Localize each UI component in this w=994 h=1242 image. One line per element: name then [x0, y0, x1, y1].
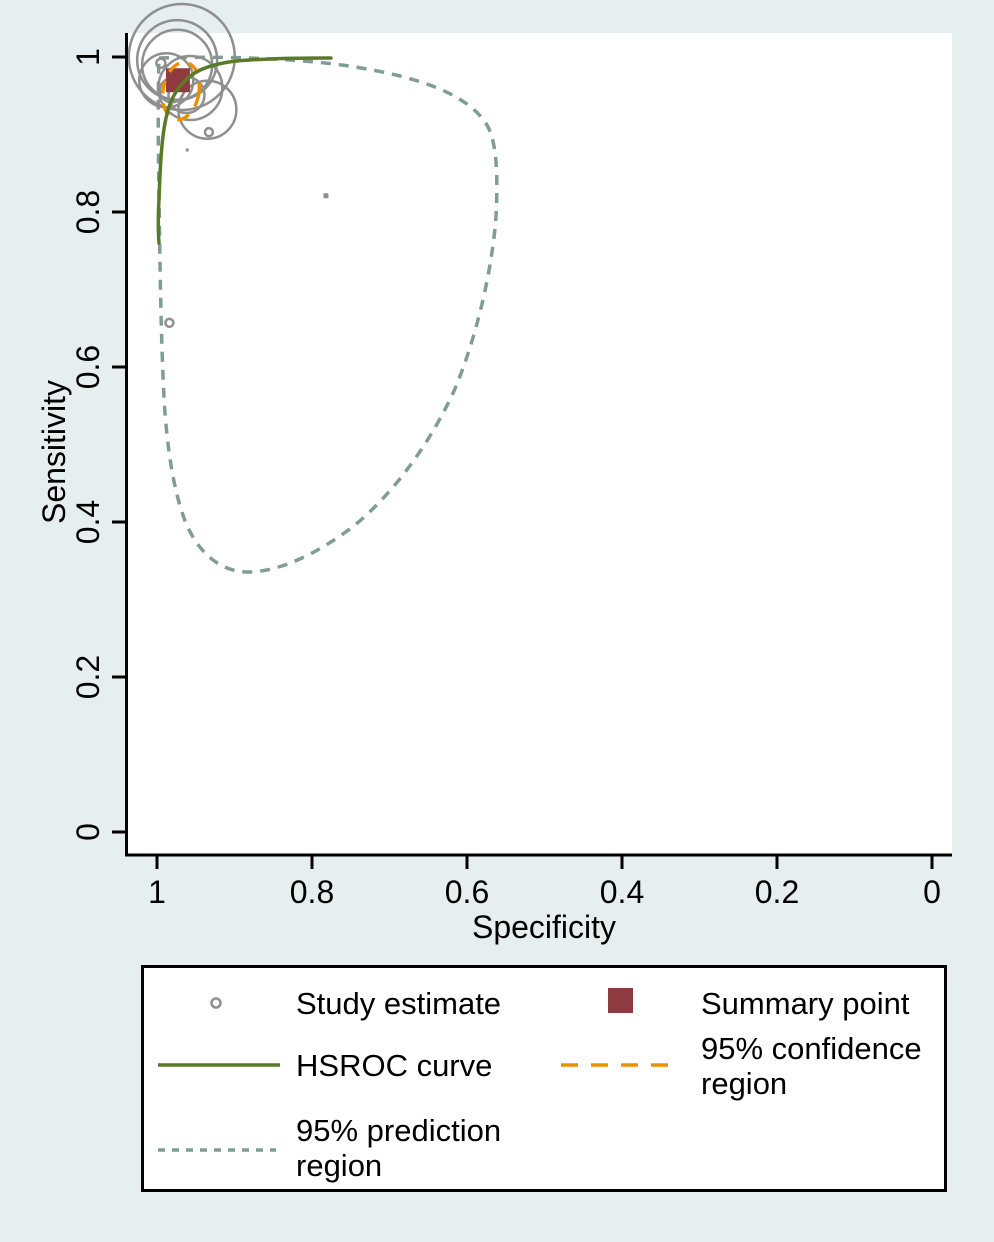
legend-label-study-estimate: Study estimate: [296, 986, 502, 1021]
study-estimate-marker: [127, 2, 237, 112]
y-tick-labels: 1 0.8 0.6 0.4 0.2 0: [70, 48, 106, 841]
x-axis-title: Specificity: [472, 909, 616, 945]
legend-label-hsroc-curve: HSROC curve: [296, 1048, 493, 1083]
study-estimate-marker: [155, 57, 167, 69]
y-tick-label: 0.6: [70, 345, 106, 389]
study-estimate-marker-icon: [210, 997, 222, 1009]
x-tick-label: 0.2: [755, 874, 799, 910]
x-tick-label: 0.4: [600, 874, 644, 910]
x-tick-label: 1: [148, 874, 166, 910]
study-estimate-marker: [157, 54, 224, 122]
legend-box: Study estimate Summary point HSROC curve…: [141, 965, 947, 1192]
y-tick-label: 0.4: [70, 500, 106, 544]
x-tick-label: 0.6: [445, 874, 489, 910]
legend-label-prediction-region: 95% prediction region: [296, 1113, 502, 1183]
x-tick-label: 0: [923, 874, 941, 910]
plot-area: [128, 33, 952, 855]
y-tick-label: 0.8: [70, 190, 106, 234]
study-estimate-marker: [203, 126, 215, 138]
hsroc-curve-legend-icon: [158, 1063, 280, 1067]
y-tick-label: 0.2: [70, 655, 106, 699]
legend-label-confidence-region: 95% confidence region: [701, 1031, 922, 1101]
prediction-region-curve: [156, 55, 499, 574]
hsroc-curve: [156, 56, 333, 245]
study-estimate-marker: [164, 317, 175, 329]
y-tick-label: 1: [70, 48, 106, 66]
study-estimates-group: [127, 2, 329, 329]
x-axis-ticks: [155, 855, 934, 869]
summary-point-legend-icon: [608, 988, 633, 1013]
x-tick-labels: 1 0.8 0.6 0.4 0.2 0: [148, 874, 941, 910]
confidence-region-legend-icon: [561, 1063, 675, 1067]
study-estimate-legend-icon: [210, 997, 222, 1009]
prediction-region-legend-icon: [158, 1148, 276, 1152]
study-estimate-marker: [185, 148, 189, 152]
study-estimate-marker: [177, 79, 238, 140]
x-tick-label: 0.8: [290, 874, 334, 910]
legend-label-summary-point: Summary point: [701, 986, 910, 1021]
y-axis-title: Sensitivity: [36, 380, 72, 524]
y-axis-ticks: [112, 55, 126, 834]
confidence-region-ellipse: [160, 60, 202, 122]
study-estimate-marker: [323, 193, 329, 199]
y-tick-label: 0: [70, 823, 106, 841]
